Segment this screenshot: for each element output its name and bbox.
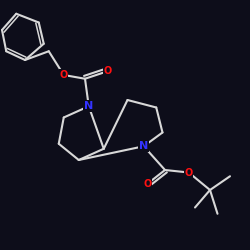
Text: O: O	[184, 168, 193, 177]
Text: O: O	[104, 66, 112, 76]
Text: N: N	[139, 141, 148, 151]
Text: O: O	[60, 70, 68, 80]
Text: N: N	[84, 101, 94, 111]
Text: O: O	[144, 179, 152, 189]
